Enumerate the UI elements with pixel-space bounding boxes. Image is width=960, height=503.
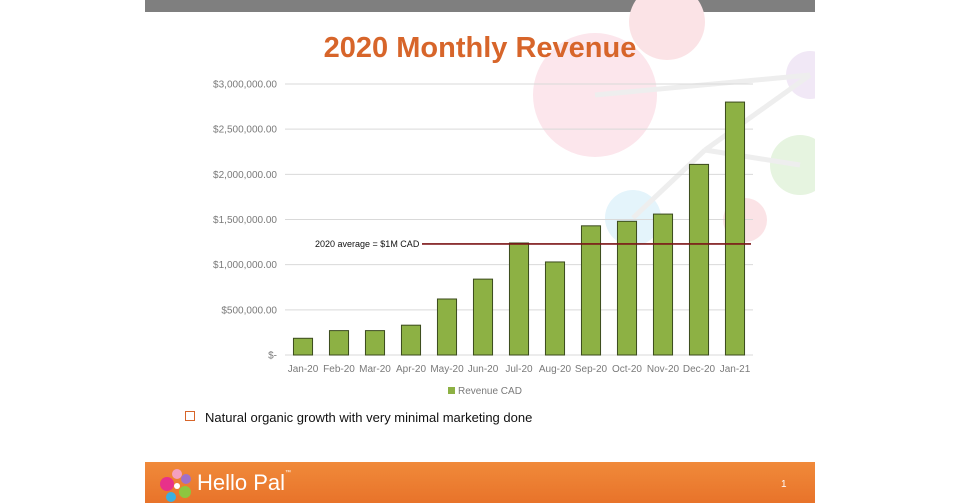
legend-label: Revenue CAD: [458, 386, 522, 397]
bar-Nov-20: [652, 213, 674, 356]
bar-Jun-20: [472, 278, 494, 356]
x-tick-label: Mar-20: [359, 364, 391, 375]
bar-Mar-20: [364, 330, 386, 356]
x-tick-label: Dec-20: [683, 364, 716, 375]
legend-swatch: [448, 387, 455, 394]
slide: 2020 Monthly Revenue $- $500,000.00 $1,000…: [145, 0, 815, 503]
bullet-box-icon: [185, 411, 195, 421]
chart-title: 2020 Monthly Revenue: [323, 32, 637, 64]
x-tick-label: Jun-20: [468, 364, 499, 375]
y-tick-label: $1,000,000.00: [213, 260, 277, 271]
logo-tm: ™: [285, 470, 292, 476]
footer-bar: [145, 462, 815, 503]
x-tick-label: Apr-20: [396, 364, 426, 375]
x-tick-label: Jul-20: [505, 364, 533, 375]
bar-Oct-20: [616, 220, 638, 356]
bullet-point: Natural organic growth with very minimal…: [185, 410, 532, 425]
bar-Dec-20: [688, 163, 710, 356]
reference-line-label: 2020 average = $1M CAD: [315, 239, 420, 249]
x-tick-label: Nov-20: [647, 364, 680, 375]
y-tick-label: $3,000,000.00: [213, 80, 277, 91]
bar-Feb-20: [328, 330, 350, 356]
bullet-text: Natural organic growth with very minimal…: [205, 410, 533, 425]
x-tick-label: Sep-20: [575, 364, 608, 375]
y-tick-label: $2,000,000.00: [213, 170, 277, 181]
bar-May-20: [436, 298, 458, 356]
y-tick-label: $2,500,000.00: [213, 125, 277, 136]
bar-Apr-20: [400, 324, 422, 356]
bar-Jul-20: [508, 242, 530, 356]
bar-Aug-20: [544, 261, 566, 356]
x-tick-label: Jan-21: [720, 364, 751, 375]
x-tick-label: Oct-20: [612, 364, 642, 375]
y-tick-label: $500,000.00: [221, 305, 277, 316]
bar-Sep-20: [580, 225, 602, 356]
bar-Jan-21: [724, 101, 746, 356]
y-tick-label: $1,500,000.00: [213, 215, 277, 226]
x-tick-label: Feb-20: [323, 364, 355, 375]
bar-Jan-20: [292, 337, 314, 356]
hello-pal-logo-icon: [160, 469, 191, 502]
x-tick-label: Aug-20: [539, 364, 572, 375]
x-tick-label: Jan-20: [288, 364, 319, 375]
logo-name: Hello Pal: [197, 470, 286, 495]
bar-chart: $- $500,000.00 $1,000,000.00 $1,500,000.00 $…: [213, 80, 753, 397]
deco-circle: [629, 0, 705, 60]
x-tick-label: May-20: [430, 364, 464, 375]
y-tick-label: $-: [268, 351, 277, 362]
page-number: 1: [781, 479, 787, 490]
logo-text: Hello Pal™: [197, 470, 291, 496]
